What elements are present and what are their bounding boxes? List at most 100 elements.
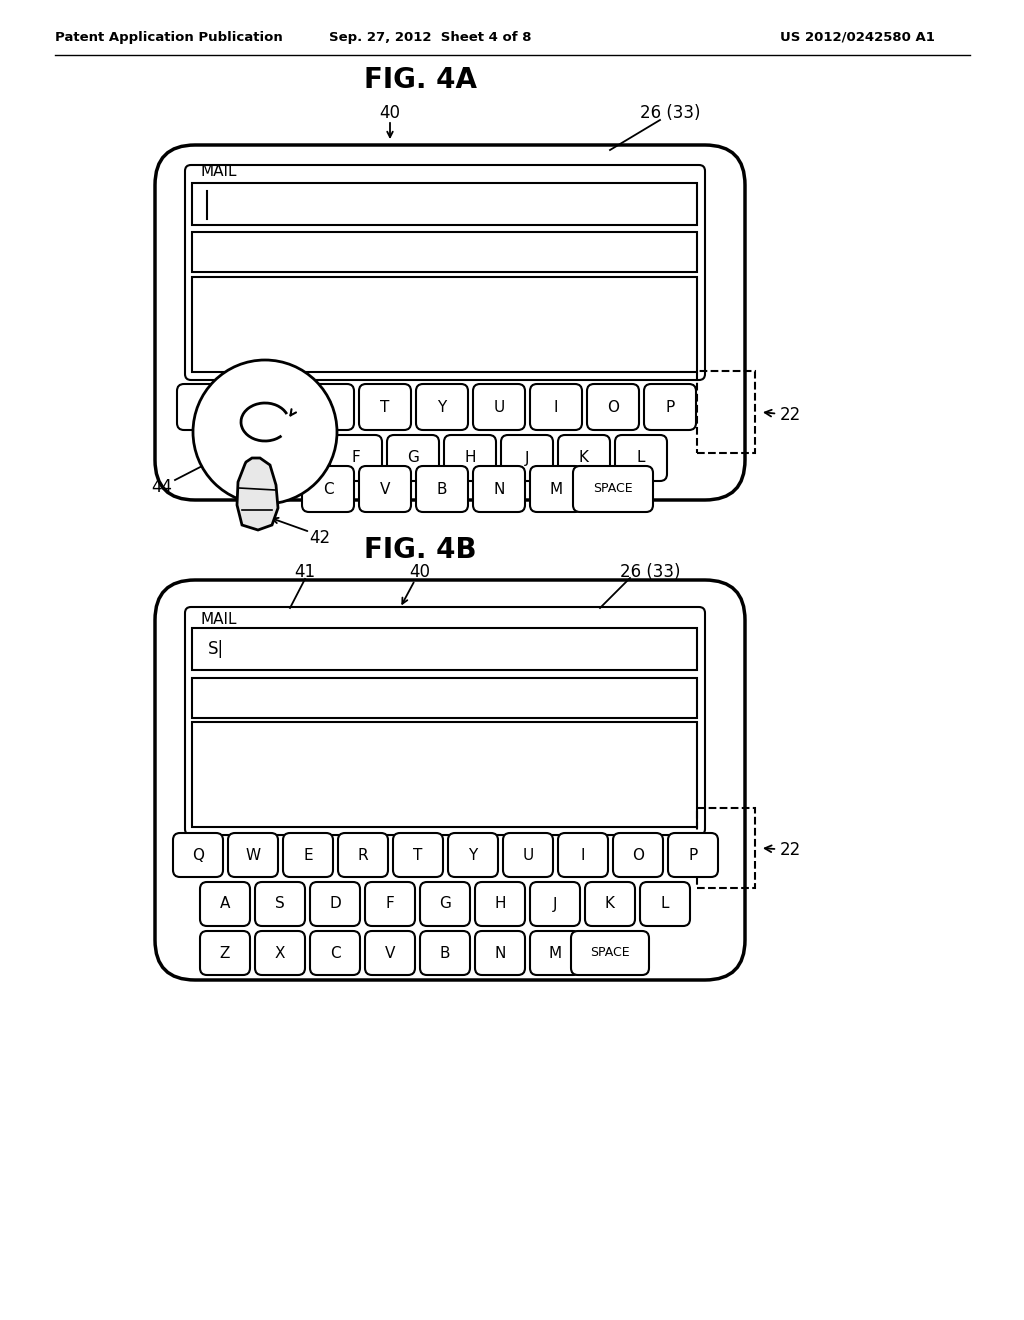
Text: 26 (33): 26 (33) [620, 564, 681, 581]
FancyBboxPatch shape [245, 384, 297, 430]
Text: V: V [380, 482, 390, 496]
Text: MAIL: MAIL [200, 612, 237, 627]
FancyBboxPatch shape [255, 882, 305, 927]
Text: U: U [494, 400, 505, 414]
FancyBboxPatch shape [416, 384, 468, 430]
Text: C: C [323, 482, 334, 496]
Text: L: L [660, 896, 670, 912]
Text: J: J [553, 896, 557, 912]
Text: Patent Application Publication: Patent Application Publication [55, 30, 283, 44]
Text: 40: 40 [410, 564, 430, 581]
FancyBboxPatch shape [668, 833, 718, 876]
Bar [193, 232, 697, 272]
Bar [697, 371, 755, 453]
FancyBboxPatch shape [200, 931, 250, 975]
Text: 42: 42 [309, 529, 331, 546]
Text: Y: Y [437, 400, 446, 414]
Text: 22: 22 [765, 841, 801, 859]
FancyBboxPatch shape [330, 436, 382, 480]
Text: 22: 22 [765, 407, 801, 424]
Text: O: O [607, 400, 618, 414]
Text: A: A [220, 896, 230, 912]
FancyBboxPatch shape [530, 384, 582, 430]
Text: G: G [439, 896, 451, 912]
Text: SPACE: SPACE [593, 483, 633, 495]
Text: MAIL: MAIL [200, 165, 237, 180]
Text: S|: S| [208, 640, 224, 657]
FancyBboxPatch shape [558, 833, 608, 876]
Text: 26 (33): 26 (33) [640, 104, 700, 121]
Text: US 2012/0242580 A1: US 2012/0242580 A1 [780, 30, 935, 44]
Text: 40: 40 [380, 104, 400, 121]
Text: E: E [303, 847, 312, 862]
Bar [193, 678, 697, 718]
FancyBboxPatch shape [571, 931, 649, 975]
FancyBboxPatch shape [420, 882, 470, 927]
FancyBboxPatch shape [310, 882, 360, 927]
Text: C: C [330, 945, 340, 961]
Text: Sep. 27, 2012  Sheet 4 of 8: Sep. 27, 2012 Sheet 4 of 8 [329, 30, 531, 44]
Text: R: R [357, 847, 369, 862]
FancyBboxPatch shape [644, 384, 696, 430]
FancyBboxPatch shape [310, 931, 360, 975]
Text: K: K [605, 896, 615, 912]
FancyBboxPatch shape [503, 833, 553, 876]
FancyBboxPatch shape [444, 436, 496, 480]
Text: H: H [495, 896, 506, 912]
FancyBboxPatch shape [585, 882, 635, 927]
FancyBboxPatch shape [387, 436, 439, 480]
FancyBboxPatch shape [449, 833, 498, 876]
Text: Y: Y [468, 847, 477, 862]
Text: SPACE: SPACE [590, 946, 630, 960]
FancyBboxPatch shape [613, 833, 663, 876]
FancyBboxPatch shape [530, 466, 582, 512]
FancyBboxPatch shape [473, 466, 525, 512]
FancyBboxPatch shape [501, 436, 553, 480]
Text: R: R [323, 400, 334, 414]
Text: J: J [524, 450, 529, 466]
FancyBboxPatch shape [615, 436, 667, 480]
FancyBboxPatch shape [416, 466, 468, 512]
FancyBboxPatch shape [393, 833, 443, 876]
Bar [193, 183, 697, 224]
Text: P: P [688, 847, 697, 862]
Text: M: M [549, 945, 561, 961]
Text: FIG. 4B: FIG. 4B [364, 536, 476, 564]
FancyBboxPatch shape [530, 931, 580, 975]
Text: N: N [494, 482, 505, 496]
FancyBboxPatch shape [530, 882, 580, 927]
Text: P: P [666, 400, 675, 414]
FancyBboxPatch shape [365, 882, 415, 927]
FancyBboxPatch shape [359, 384, 411, 430]
FancyBboxPatch shape [302, 466, 354, 512]
Text: B: B [439, 945, 451, 961]
Text: I: I [554, 400, 558, 414]
Text: V: V [385, 945, 395, 961]
Text: K: K [579, 450, 589, 466]
FancyBboxPatch shape [228, 833, 278, 876]
Text: S: S [275, 896, 285, 912]
Text: 44: 44 [152, 478, 172, 496]
FancyBboxPatch shape [573, 466, 653, 512]
FancyBboxPatch shape [587, 384, 639, 430]
Bar [193, 722, 697, 828]
Text: B: B [437, 482, 447, 496]
Bar [193, 277, 697, 372]
Text: U: U [522, 847, 534, 862]
Text: F: F [351, 450, 360, 466]
Circle shape [193, 360, 337, 504]
Text: M: M [550, 482, 562, 496]
Text: T: T [380, 400, 390, 414]
Bar [193, 628, 697, 671]
Text: I: I [581, 847, 586, 862]
Text: X: X [274, 945, 286, 961]
FancyBboxPatch shape [302, 384, 354, 430]
FancyBboxPatch shape [475, 882, 525, 927]
Text: FIG. 4A: FIG. 4A [364, 66, 476, 94]
FancyBboxPatch shape [558, 436, 610, 480]
Text: L: L [637, 450, 645, 466]
FancyBboxPatch shape [255, 931, 305, 975]
Text: 41: 41 [295, 564, 315, 581]
Text: T: T [414, 847, 423, 862]
FancyBboxPatch shape [475, 931, 525, 975]
